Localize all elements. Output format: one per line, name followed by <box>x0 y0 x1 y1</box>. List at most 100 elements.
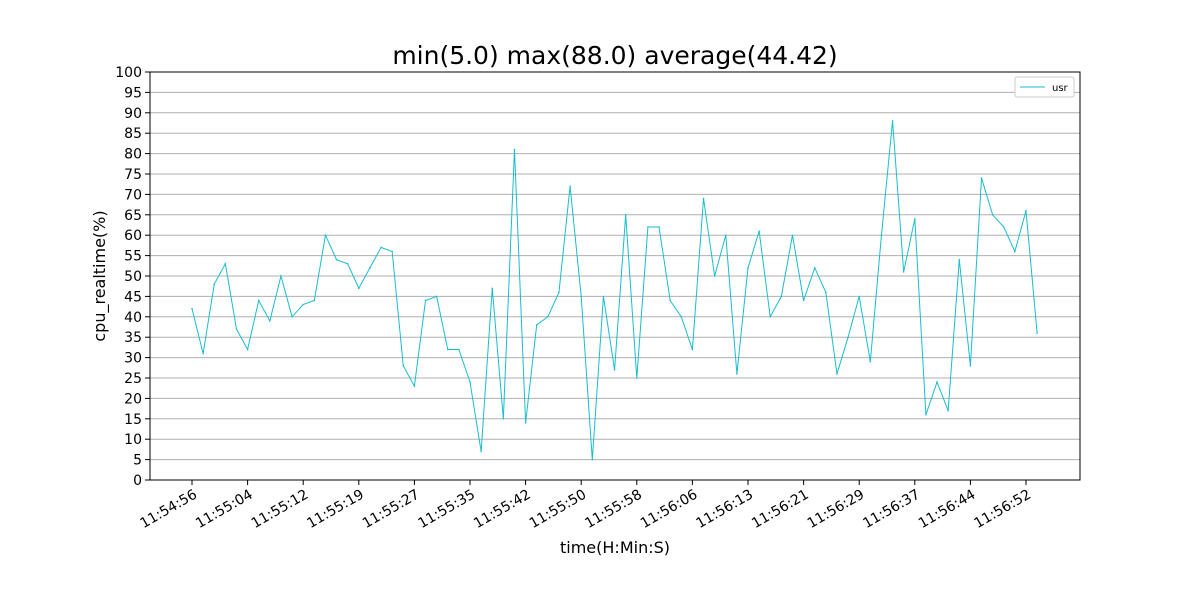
data-point <box>458 348 460 351</box>
data-point <box>702 197 705 200</box>
data-point <box>313 299 316 302</box>
y-tick-label: 15 <box>124 412 142 428</box>
data-point <box>324 234 327 236</box>
data-point <box>291 316 293 318</box>
data-point <box>647 226 649 228</box>
y-tick-label: 60 <box>124 228 142 244</box>
data-point <box>747 267 749 269</box>
data-point <box>547 316 549 318</box>
data-point <box>335 258 338 261</box>
y-tick-label: 75 <box>124 167 142 183</box>
data-point <box>669 299 671 302</box>
y-tick-label: 35 <box>124 330 142 346</box>
data-point <box>858 295 860 298</box>
y-tick-label: 80 <box>124 147 142 163</box>
data-point <box>947 409 949 412</box>
y-tick-label: 65 <box>124 208 142 224</box>
data-point <box>925 413 927 416</box>
data-point <box>402 364 405 367</box>
data-point <box>724 234 727 236</box>
data-point <box>569 185 571 188</box>
data-point <box>257 299 260 302</box>
y-tick-label: 40 <box>124 310 142 326</box>
data-point <box>624 214 627 216</box>
y-tick-label: 30 <box>124 351 142 367</box>
data-point <box>880 234 883 236</box>
data-point <box>680 316 683 318</box>
data-point <box>825 291 827 294</box>
data-point <box>980 177 983 179</box>
y-tick-label: 0 <box>133 473 142 489</box>
data-point <box>636 377 638 379</box>
data-point <box>769 316 772 318</box>
y-tick-label: 10 <box>124 432 142 448</box>
data-point <box>558 291 560 294</box>
legend-label-usr: usr <box>1052 83 1069 94</box>
y-tick-label: 70 <box>124 187 142 203</box>
data-point <box>213 283 216 285</box>
y-tick-label: 55 <box>124 249 142 265</box>
data-point <box>469 381 471 383</box>
data-point <box>380 246 382 249</box>
data-point <box>535 324 538 326</box>
data-point <box>424 299 427 302</box>
y-tick-label: 45 <box>124 289 142 305</box>
data-point <box>602 295 605 298</box>
y-axis-label: cpu_realtime(%) <box>90 210 110 341</box>
y-tick-label: 5 <box>133 453 142 469</box>
data-point <box>1025 209 1027 212</box>
gridlines <box>150 71 1080 481</box>
data-point <box>613 369 616 371</box>
legend: usr <box>1014 76 1075 98</box>
data-point <box>369 267 371 269</box>
data-point <box>713 275 716 277</box>
data-point <box>691 348 694 351</box>
data-point <box>991 214 994 216</box>
data-point <box>914 218 916 220</box>
y-tick-label: 50 <box>124 269 142 285</box>
data-point <box>391 250 393 253</box>
data-point <box>513 148 516 151</box>
y-tick-label: 20 <box>124 391 142 407</box>
data-point <box>591 458 594 461</box>
data-point <box>936 381 938 383</box>
data-point <box>202 352 204 355</box>
y-tick-label: 85 <box>124 126 142 142</box>
y-tick-label: 95 <box>124 85 142 101</box>
data-point <box>580 295 582 298</box>
data-point <box>902 271 905 273</box>
data-point <box>502 418 505 420</box>
data-point <box>780 295 783 298</box>
data-point <box>847 336 849 339</box>
data-point <box>969 364 972 367</box>
y-tick-label: 100 <box>115 65 142 81</box>
data-point <box>224 262 227 265</box>
data-point <box>891 120 894 122</box>
series-layer <box>191 120 1038 461</box>
data-point <box>235 328 238 330</box>
data-point <box>658 226 660 228</box>
data-point <box>1036 332 1038 334</box>
data-point <box>1002 226 1005 228</box>
data-point <box>413 385 416 387</box>
data-point <box>524 422 527 424</box>
data-point <box>836 373 838 375</box>
data-point <box>791 234 794 236</box>
data-point <box>269 320 271 322</box>
data-point <box>758 230 760 232</box>
data-point <box>958 258 961 261</box>
data-point <box>280 275 282 277</box>
data-point <box>802 299 805 302</box>
data-point <box>246 348 249 351</box>
data-point <box>813 267 816 269</box>
y-axis: 0 5 10 15 20 25 30 35 40 45 50 55 60 65 70 75 80 85 90 95 10… <box>115 65 150 489</box>
data-point <box>491 287 494 290</box>
data-point <box>302 303 305 306</box>
data-point <box>446 348 449 351</box>
chart-title: min(5.0) max(88.0) average(44.42) <box>392 41 837 70</box>
x-axis-label: time(H:Min:S) <box>560 538 670 557</box>
y-tick-label: 90 <box>124 106 142 122</box>
data-point <box>736 373 738 375</box>
